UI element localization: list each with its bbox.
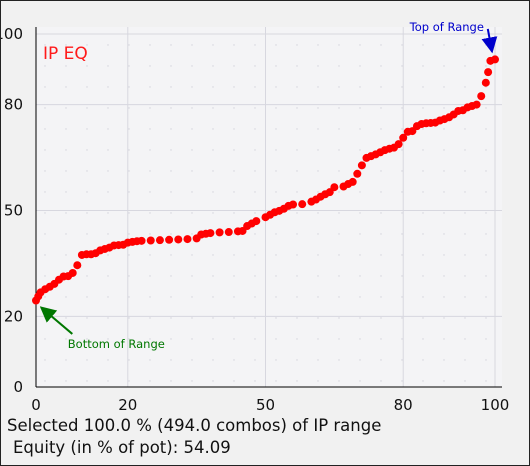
y-tick-label: 80 [4, 96, 23, 114]
y-tick-label: 50 [4, 202, 23, 220]
data-point [174, 235, 183, 244]
data-point [330, 183, 339, 192]
selected-range-text: Selected 100.0 % (494.0 combos) of IP ra… [7, 416, 382, 435]
data-point [477, 92, 486, 101]
data-point [183, 235, 192, 244]
annotation-label: Bottom of Range [68, 337, 165, 351]
equity-text: Equity (in % of pot): 54.09 [13, 438, 231, 457]
axes [35, 27, 502, 388]
data-point [206, 229, 215, 238]
x-tick-label: 80 [394, 396, 413, 413]
equity-chart: 0 20 50 80 100 0 20 50 80 100 Top of Range Bottom … [1, 20, 509, 413]
data-point [155, 236, 164, 245]
tick-labels: 0 20 50 80 100 0 20 50 80 100 [1, 25, 509, 413]
annotation-arrow [39, 306, 73, 335]
data-point [137, 236, 146, 245]
chart-title: IP EQ [43, 44, 88, 64]
data-point [353, 169, 362, 178]
y-tick-label: 20 [4, 307, 23, 325]
data-points [32, 55, 499, 305]
data-point [491, 55, 499, 64]
data-point [224, 228, 233, 237]
data-point [399, 133, 408, 142]
data-point [146, 236, 155, 245]
data-point [472, 100, 481, 109]
data-point [357, 161, 366, 170]
data-point [348, 177, 357, 186]
data-point [298, 200, 307, 209]
data-point [394, 140, 403, 149]
x-tick-label: 20 [118, 396, 137, 413]
y-tick-label: 100 [1, 25, 23, 43]
data-point [73, 261, 82, 270]
grid [36, 27, 502, 387]
data-point [68, 268, 77, 277]
data-point [289, 200, 298, 209]
x-tick-label: 100 [481, 396, 510, 413]
data-point [215, 228, 224, 237]
data-point [252, 217, 261, 226]
annotation-label: Top of Range [409, 20, 484, 34]
plot-dot-pattern [36, 27, 502, 387]
footer: Selected 100.0 % (494.0 combos) of IP ra… [7, 415, 527, 459]
annotations: Top of Range Bottom of Range [39, 20, 498, 351]
y-tick-label: 0 [13, 378, 23, 396]
data-point [165, 235, 174, 244]
data-point [481, 78, 490, 87]
data-point [484, 68, 493, 77]
x-tick-label: 0 [31, 396, 41, 413]
annotation-arrow [481, 28, 498, 54]
x-tick-label: 50 [256, 396, 275, 413]
